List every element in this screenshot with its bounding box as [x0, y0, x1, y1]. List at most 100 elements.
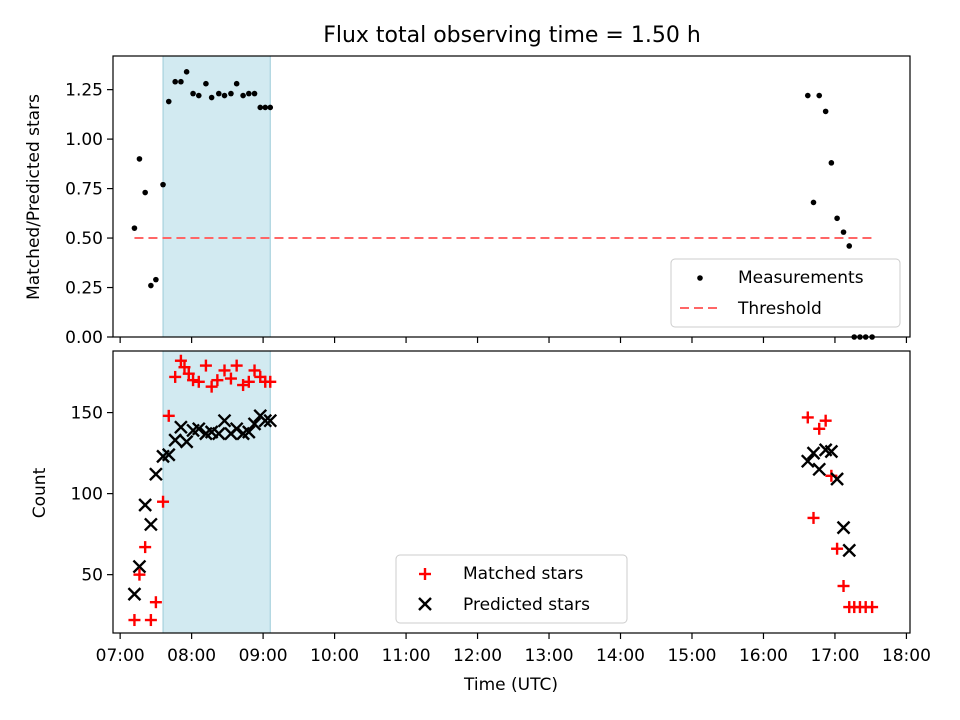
matched-star-point	[801, 411, 814, 424]
matched-star-point	[230, 359, 243, 372]
predicted-star-point	[241, 425, 256, 439]
ratio-plot-frame	[112, 55, 911, 338]
measurement-point	[208, 94, 215, 101]
predicted-star-point	[211, 426, 226, 441]
x-tick-label: 07:00	[96, 646, 145, 666]
predicted-star-point	[830, 472, 844, 486]
matched-star-point	[133, 568, 146, 581]
measurement-point	[183, 69, 190, 75]
matched-star-point	[807, 511, 820, 524]
count-legend-box	[395, 554, 628, 624]
x-tick-label: 13:00	[525, 646, 574, 666]
predicted-star-point	[179, 434, 194, 449]
matched-star-point	[813, 422, 826, 435]
matched-star-point	[205, 380, 218, 393]
x-tick-label: 14:00	[596, 646, 645, 666]
ratio-y-tick-label: 1.00	[65, 130, 103, 150]
x-axis-label: Time (UTC)	[463, 675, 558, 695]
measurement-point	[195, 92, 202, 99]
predicted-star-point	[127, 587, 142, 601]
predicted-star-point	[800, 454, 815, 469]
predicted-star-point	[812, 462, 827, 477]
measurement-point	[840, 229, 847, 235]
measurement-point	[142, 189, 148, 196]
predicted-star-point	[842, 543, 857, 558]
matched-star-point	[831, 542, 844, 555]
predicted-stars-points	[127, 408, 857, 601]
measurement-point	[160, 181, 166, 188]
matched-star-point	[224, 372, 237, 385]
measurement-point	[267, 104, 274, 111]
measurement-point	[190, 90, 196, 97]
predicted-star-point	[263, 413, 278, 428]
ratio-observing-window	[162, 55, 271, 338]
measurement-points	[131, 69, 875, 340]
ratio-y-tick-label: 0.00	[65, 328, 103, 348]
x-tick-label: 12:00	[453, 646, 502, 666]
measurement-point	[215, 90, 222, 97]
measurement-point	[822, 108, 829, 115]
measurement-point	[240, 92, 246, 99]
matched-star-point	[182, 367, 195, 380]
predicted-star-point	[161, 447, 176, 462]
predicted-star-point	[138, 498, 153, 512]
count-observing-window	[162, 350, 271, 634]
measurement-point	[172, 78, 178, 85]
measurement-point	[810, 199, 817, 206]
matched-star-point	[218, 364, 231, 377]
measurement-point	[262, 104, 269, 111]
measurement-point	[148, 282, 154, 289]
ratio-y-tick-label: 1.25	[65, 81, 103, 101]
matched-stars-legend-label: Matched stars	[463, 564, 583, 584]
ratio-y-ticks: 0.00 0.25 0.50 0.75 1.00 1.25	[65, 81, 113, 348]
predicted-star-point	[247, 417, 262, 431]
chart-title: Flux total observing time = 1.50 h	[323, 23, 701, 48]
x-tick-label: 11:00	[382, 646, 431, 666]
measurement-point	[816, 92, 823, 99]
predicted-stars-legend-label: Predicted stars	[463, 595, 590, 615]
measurement-point	[233, 80, 240, 87]
x-tick-label: 09:00	[239, 646, 288, 666]
predicted-star-point	[168, 433, 183, 447]
count-y-ticks: 50 100 150	[71, 404, 113, 586]
ratio-panel: 0.00 0.25 0.50 0.75 1.00 1.25 Matched/Predict…	[24, 55, 911, 348]
predicted-star-point	[174, 420, 188, 435]
x-tick-label: 08:00	[167, 646, 216, 666]
matched-star-point	[174, 354, 187, 367]
ratio-y-tick-label: 0.25	[65, 279, 103, 299]
measurement-point	[834, 215, 840, 222]
matched-star-point	[866, 601, 879, 614]
count-y-tick-label: 100	[71, 485, 103, 505]
ratio-y-tick-label: 0.75	[65, 180, 103, 200]
predicted-star-point	[191, 421, 206, 436]
matched-stars-points	[128, 354, 879, 627]
predicted-star-point	[824, 444, 839, 459]
measurement-point	[153, 276, 159, 283]
threshold-legend-label: Threshold	[737, 299, 822, 319]
predicted-star-point	[217, 413, 232, 428]
matched-star-point	[819, 414, 832, 427]
predicted-star-point	[144, 517, 158, 532]
measurement-point	[165, 98, 172, 105]
measurement-point	[228, 90, 234, 97]
predicted-star-point	[132, 559, 147, 574]
x-tick-label: 10:00	[310, 646, 359, 666]
matched-star-point	[211, 374, 224, 387]
measurement-point	[203, 80, 209, 87]
x-tick-label: 16:00	[739, 646, 788, 666]
measurement-point	[246, 90, 252, 97]
matched-star-point	[157, 495, 170, 508]
count-plot-frame	[112, 350, 911, 634]
measurements-legend-marker	[697, 275, 703, 281]
measurement-point	[178, 78, 184, 85]
measurement-point	[828, 160, 835, 166]
matched-star-point	[837, 580, 850, 592]
matched-star-point	[199, 359, 212, 372]
predicted-star-point	[806, 446, 821, 460]
matched-star-point	[162, 409, 175, 422]
count-panel: 50 100 150 07:00 08:00 09:00 10:00 11:00 12:00 1…	[30, 350, 931, 695]
measurement-point	[136, 156, 143, 162]
x-tick-label: 15:00	[667, 646, 716, 666]
matched-stars-legend-marker	[419, 568, 431, 580]
